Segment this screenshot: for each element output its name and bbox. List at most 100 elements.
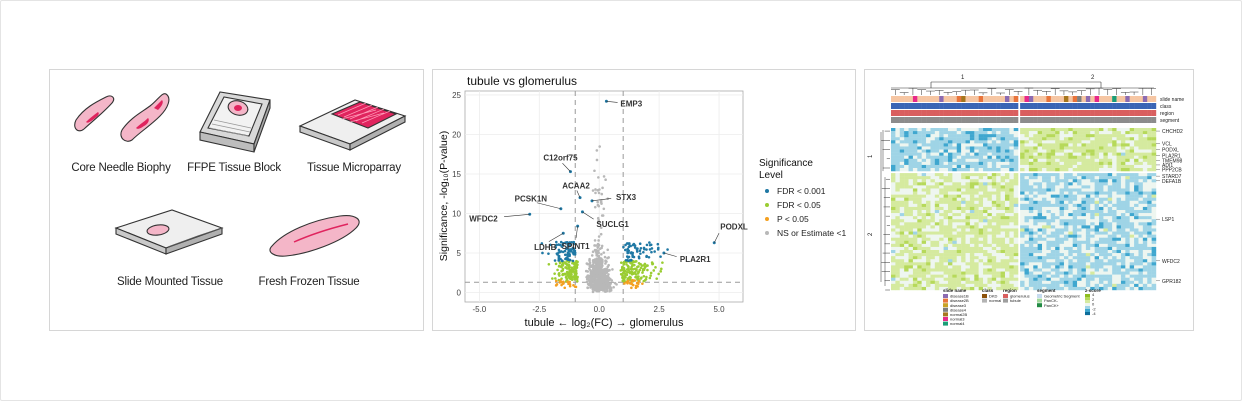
heatmap-cell: [1107, 200, 1113, 205]
heatmap-cell: [1125, 155, 1130, 159]
heatmap-cell: [1085, 237, 1091, 241]
heatmap-cell: [969, 140, 975, 144]
heatmap-cell: [1090, 237, 1095, 241]
heatmap-cell: [1081, 225, 1087, 229]
heatmap-cell: [1059, 143, 1065, 147]
heatmap-cell: [921, 128, 927, 132]
heatmap-cell: [1147, 168, 1152, 172]
heatmap-cell: [930, 176, 936, 180]
heatmap-cell: [1077, 176, 1082, 180]
class-cell: [947, 103, 953, 109]
fdr0001-point: [566, 251, 570, 255]
heatmap-cell: [974, 256, 979, 260]
segment-cell: [1151, 117, 1157, 123]
heatmap-cell: [1000, 250, 1006, 254]
slide-name-cell: [934, 96, 940, 102]
heatmap-cell: [1042, 176, 1047, 180]
heatmap-cell: [1009, 256, 1014, 260]
heatmap-cell: [1094, 173, 1100, 177]
heatmap-cell: [978, 131, 984, 135]
heatmap-cell: [1112, 219, 1117, 223]
heatmap-cell: [978, 173, 984, 177]
heatmap-cell: [969, 191, 975, 195]
heatmap-cell: [943, 197, 949, 201]
heatmap-cell: [956, 286, 962, 291]
heatmap-cell: [1013, 158, 1019, 163]
heatmap-cell: [1013, 271, 1019, 275]
heatmap-cell: [921, 182, 927, 186]
heatmap-cell: [1037, 197, 1043, 201]
heatmap-cell: [987, 179, 993, 183]
class-cell: [1094, 103, 1100, 109]
heatmap-cell: [1072, 206, 1078, 211]
heatmap-cell: [974, 152, 979, 156]
heatmap-cell: [1120, 137, 1126, 141]
heatmap-cell: [969, 253, 975, 257]
heatmap-cell: [1120, 246, 1126, 251]
heatmap-cell: [1037, 216, 1043, 220]
heatmap-cell: [1046, 265, 1051, 269]
heatmap-cell: [1094, 128, 1100, 132]
heatmap-cell: [1151, 152, 1157, 156]
slide-name-cell: [1077, 96, 1082, 102]
heatmap-cell: [996, 200, 1001, 205]
heatmap-cell: [1107, 179, 1113, 183]
heatmap-cell: [1072, 194, 1078, 198]
heatmap-cell: [1063, 222, 1069, 226]
heatmap-cell: [939, 158, 944, 163]
heatmap-cell: [1020, 176, 1025, 180]
heatmap-cell: [1129, 149, 1135, 153]
heatmap-cell: [1059, 210, 1065, 214]
ns-point: [604, 280, 607, 283]
heatmap-cell: [1024, 265, 1030, 269]
heatmap-cell: [1020, 234, 1025, 238]
heatmap-cell: [934, 256, 940, 260]
heatmap-cell: [1028, 173, 1034, 177]
fdr005-point: [641, 267, 645, 271]
heatmap-cell: [1013, 253, 1019, 257]
heatmap-cell: [1099, 243, 1104, 248]
heatmap-cell: [1059, 259, 1065, 263]
heatmap-cell: [961, 256, 966, 260]
p005-point: [636, 285, 639, 288]
heatmap-cell: [983, 237, 988, 241]
heatmap-cell: [1125, 164, 1130, 169]
heatmap-cell: [1134, 161, 1139, 166]
heatmap-cell: [908, 137, 914, 141]
heatmap-cell: [1129, 225, 1135, 229]
heatmap-cell: [961, 219, 966, 223]
heatmap-cell: [1142, 134, 1148, 138]
ns-point: [593, 282, 597, 285]
slide-name-cell: [947, 96, 953, 102]
heatmap-cell: [926, 237, 931, 241]
heatmap-cell: [1090, 265, 1095, 269]
heatmap-cell: [1055, 250, 1060, 254]
heatmap-cell: [899, 137, 905, 141]
heatmap-cell: [983, 197, 988, 201]
legend-swatch: [1037, 303, 1042, 308]
class-cell: [939, 103, 944, 109]
fdr0001-point: [645, 248, 648, 251]
heatmap-cell: [952, 219, 957, 223]
heatmap-cell: [1099, 164, 1104, 169]
heatmap-cell: [908, 231, 914, 235]
heatmap-cell: [926, 168, 931, 172]
heatmap-cell: [1138, 137, 1144, 141]
heatmap-cell: [1046, 185, 1051, 189]
heatmap-cell: [1081, 134, 1087, 138]
heatmap-cell: [1138, 176, 1144, 180]
heatmap-cell: [952, 158, 957, 163]
heatmap-cell: [1099, 161, 1104, 166]
heatmap-cell: [978, 146, 984, 150]
class-cell: [1055, 103, 1060, 109]
heatmap-cell: [1037, 283, 1043, 288]
heatmap-cell: [895, 259, 900, 263]
heatmap-cell: [1090, 219, 1095, 223]
heatmap-cell: [1099, 158, 1104, 163]
heatmap-cell: [934, 155, 940, 159]
heatmap-cell: [1055, 243, 1060, 248]
heatmap-cell: [1077, 259, 1082, 263]
legend-title: Level: [759, 170, 783, 181]
heatmap-cell: [1063, 152, 1069, 156]
heatmap-cell: [1068, 140, 1073, 144]
